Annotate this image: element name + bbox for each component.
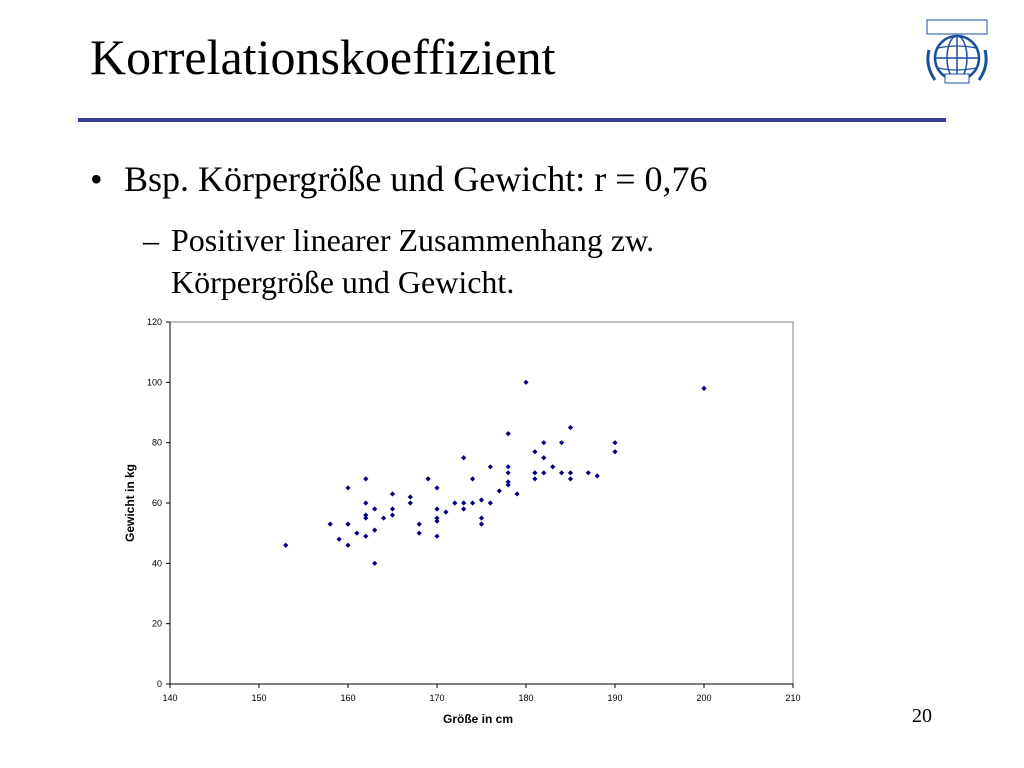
y-tick-label: 120 [147, 317, 162, 327]
y-tick-label: 40 [152, 558, 162, 568]
data-point [559, 470, 565, 476]
data-point [550, 464, 556, 470]
data-point [425, 476, 431, 482]
data-point [345, 542, 351, 548]
data-point [407, 494, 413, 500]
data-point [532, 470, 538, 476]
bullet-item: • Bsp. Körpergröße und Gewicht: r = 0,76 [90, 158, 708, 201]
sub-bullet-dash: – [143, 222, 159, 258]
data-point [514, 491, 520, 497]
data-point [461, 506, 467, 512]
slide-title: Korrelationskoeffizient [90, 29, 556, 85]
sub-bullet-item: – Positiver linearer Zusammenhang zw. Kö… [143, 220, 783, 303]
x-tick-label: 150 [251, 693, 266, 703]
data-point [461, 455, 467, 461]
data-point [345, 521, 351, 527]
data-point [470, 500, 476, 506]
data-point [487, 500, 493, 506]
page-number: 20 [912, 705, 932, 727]
bullet-dot: • [90, 159, 103, 199]
y-tick-label: 80 [152, 438, 162, 448]
data-point [389, 506, 396, 512]
x-axis-label: Größe in cm [443, 712, 513, 726]
data-point [487, 464, 493, 470]
data-point [612, 449, 618, 455]
y-axis: 0 20 40 60 80 100 120 [147, 317, 171, 689]
data-point [461, 500, 467, 506]
x-axis: 140 150 160 170 180 190 200 210 [162, 683, 801, 703]
y-tick-label: 100 [147, 377, 162, 387]
x-tick-label: 190 [607, 693, 622, 703]
x-tick-label: 200 [696, 693, 711, 703]
data-point [701, 385, 707, 391]
data-point [505, 464, 511, 470]
data-point [541, 455, 547, 461]
x-tick-label: 160 [340, 693, 355, 703]
x-tick-label: 170 [429, 693, 444, 703]
sub-bullet-text: Positiver linearer Zusammenhang zw. Körp… [171, 222, 655, 300]
x-tick-label: 210 [785, 693, 800, 703]
plot-area [169, 321, 794, 685]
x-tick-label: 140 [162, 693, 177, 703]
title-divider [78, 118, 946, 122]
globe-seal-icon [926, 19, 988, 84]
data-point [478, 497, 485, 503]
bullet-text: Bsp. Körpergröße und Gewicht: r = 0,76 [124, 159, 708, 199]
data-point [345, 485, 351, 491]
y-tick-label: 60 [152, 498, 162, 508]
data-point [532, 476, 538, 482]
data-point [372, 506, 378, 512]
university-logo [926, 19, 988, 84]
data-point [381, 515, 387, 521]
data-point [283, 542, 289, 548]
scatter-chart: 0 20 40 60 80 100 120 140 150 160 170 180 190 200 210… [123, 317, 801, 726]
data-point [434, 506, 440, 512]
data-point [452, 500, 458, 506]
data-point [559, 440, 565, 446]
data-point [532, 449, 538, 455]
data-point [470, 476, 476, 482]
x-tick-label: 180 [518, 693, 533, 703]
y-axis-label: Gewicht in kg [123, 464, 137, 542]
data-point [407, 500, 413, 506]
y-tick-label: 0 [157, 679, 162, 689]
data-point [389, 491, 396, 497]
data-point [505, 431, 511, 437]
y-tick-label: 20 [152, 619, 162, 629]
data-point [363, 500, 369, 506]
